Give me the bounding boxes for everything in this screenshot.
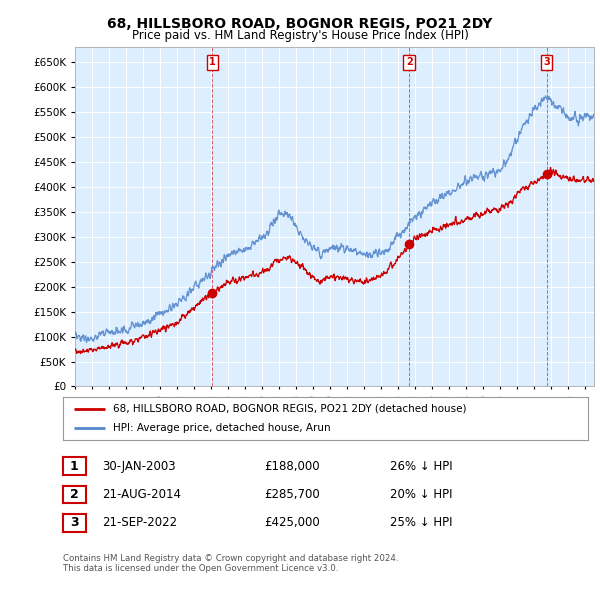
Text: HPI: Average price, detached house, Arun: HPI: Average price, detached house, Arun	[113, 423, 331, 433]
Text: 3: 3	[70, 516, 79, 529]
Text: £285,700: £285,700	[264, 488, 320, 501]
Text: 2: 2	[406, 57, 413, 67]
Text: Price paid vs. HM Land Registry's House Price Index (HPI): Price paid vs. HM Land Registry's House …	[131, 29, 469, 42]
Text: 25% ↓ HPI: 25% ↓ HPI	[390, 516, 452, 529]
Text: £188,000: £188,000	[264, 460, 320, 473]
Text: This data is licensed under the Open Government Licence v3.0.: This data is licensed under the Open Gov…	[63, 564, 338, 573]
Text: 21-SEP-2022: 21-SEP-2022	[102, 516, 177, 529]
Text: 2: 2	[70, 488, 79, 501]
Text: 3: 3	[544, 57, 550, 67]
Text: 68, HILLSBORO ROAD, BOGNOR REGIS, PO21 2DY (detached house): 68, HILLSBORO ROAD, BOGNOR REGIS, PO21 2…	[113, 404, 466, 414]
Text: 21-AUG-2014: 21-AUG-2014	[102, 488, 181, 501]
Text: £425,000: £425,000	[264, 516, 320, 529]
Text: 26% ↓ HPI: 26% ↓ HPI	[390, 460, 452, 473]
Text: 1: 1	[70, 460, 79, 473]
Text: 20% ↓ HPI: 20% ↓ HPI	[390, 488, 452, 501]
Text: Contains HM Land Registry data © Crown copyright and database right 2024.: Contains HM Land Registry data © Crown c…	[63, 553, 398, 563]
Text: 68, HILLSBORO ROAD, BOGNOR REGIS, PO21 2DY: 68, HILLSBORO ROAD, BOGNOR REGIS, PO21 2…	[107, 17, 493, 31]
Text: 30-JAN-2003: 30-JAN-2003	[102, 460, 176, 473]
Text: 1: 1	[209, 57, 216, 67]
